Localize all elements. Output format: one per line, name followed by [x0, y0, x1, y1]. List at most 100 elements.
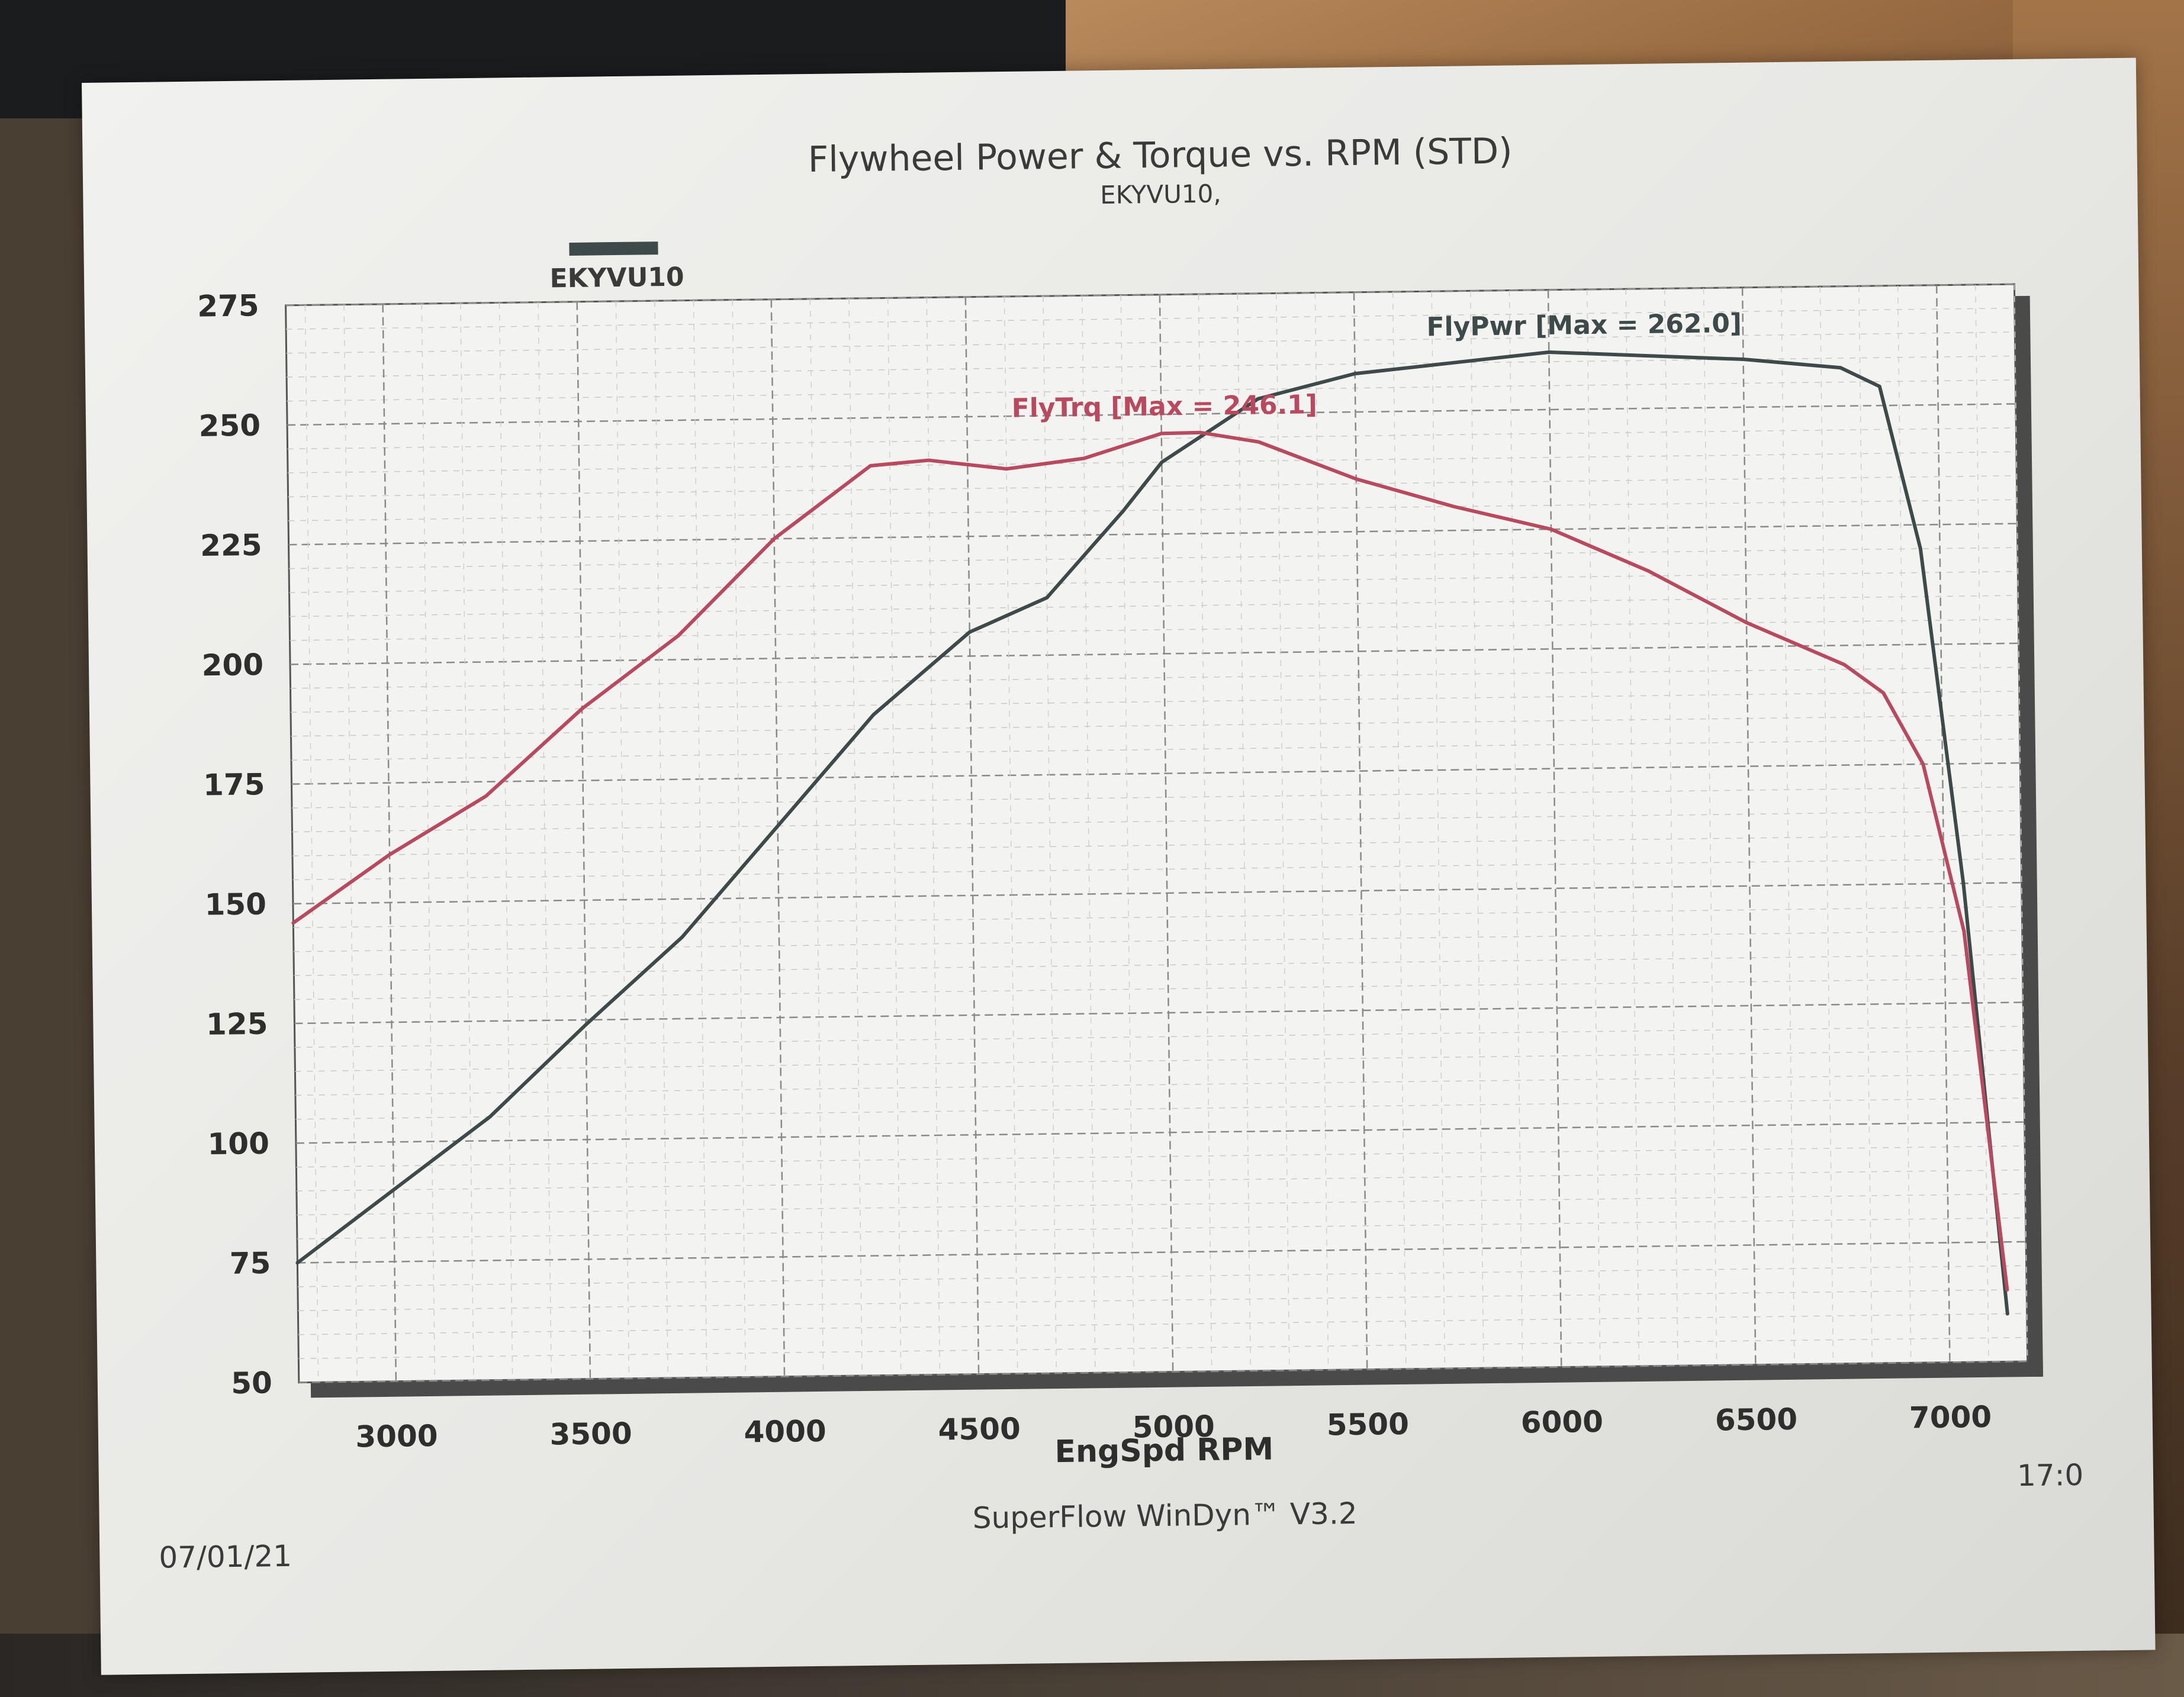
legend-swatch [569, 241, 658, 256]
grid-line-y [297, 1265, 2027, 1287]
grid-line-x [382, 304, 397, 1382]
grid-line-y [298, 1313, 2027, 1335]
plot-shadow-right [2014, 295, 2043, 1377]
x-tick-label: 5500 [1326, 1407, 1409, 1442]
grid-line-x [887, 298, 902, 1376]
grid-line-x [538, 302, 552, 1380]
grid-line-y [291, 786, 2021, 809]
legend-label: EKYVU10 [549, 262, 684, 294]
grid-line-y [285, 283, 2015, 307]
print-time: 17:0 [2017, 1458, 2084, 1493]
series-line-flytrq [291, 430, 2009, 1292]
grid-line-x [926, 297, 941, 1375]
grid-line-x [1547, 289, 1562, 1367]
x-axis-label: EngSpd RPM [1054, 1432, 1273, 1470]
grid-line-x [1470, 291, 1484, 1368]
grid-line-y [296, 1169, 2025, 1192]
grid-line-y [294, 1026, 2024, 1048]
grid-line-x [1819, 286, 1834, 1364]
grid-line-x [1276, 293, 1290, 1371]
grid-line-y [297, 1241, 2027, 1264]
grid-line-y [295, 1049, 2024, 1072]
y-tick-label: 250 [198, 408, 260, 443]
grid-line-y [289, 547, 2018, 569]
y-tick-label: 50 [231, 1366, 272, 1400]
grid-line-x [1586, 289, 1601, 1367]
grid-line-y [288, 451, 2016, 474]
grid-line-y [287, 403, 2016, 426]
chart-title: Flywheel Power & Torque vs. RPM (STD) [808, 130, 1513, 181]
grid-line-y [295, 1121, 2025, 1144]
grid-line-x [1003, 296, 1018, 1374]
grid-line-y [292, 834, 2021, 856]
x-tick-label: 6000 [1520, 1405, 1603, 1440]
grid-line-y [288, 499, 2017, 521]
grid-line-x [1431, 291, 1446, 1369]
grid-line-y [292, 810, 2021, 833]
grid-line-y [298, 1289, 2027, 1312]
grid-line-x [809, 298, 824, 1376]
grid-line-x [1237, 294, 1252, 1371]
grid-line-y [295, 1097, 2025, 1120]
grid-line-y [295, 1073, 2024, 1096]
plot-area [285, 283, 2029, 1384]
plot-shadow-bottom [310, 1361, 2043, 1398]
grid-line-y [298, 1360, 2028, 1383]
grid-lines [285, 283, 2028, 1383]
grid-line-x [693, 300, 707, 1378]
grid-line-y [286, 307, 2015, 330]
grid-line-x [1159, 294, 1174, 1372]
grid-line-y [293, 906, 2022, 929]
grid-line-x [1625, 289, 1640, 1367]
grid-line-x [1741, 287, 1757, 1365]
grid-line-x [421, 304, 436, 1381]
grid-line-y [291, 690, 2019, 713]
annotation-flypwr: FlyPwr [Max = 262.0] [1426, 308, 1742, 343]
grid-line-y [287, 379, 2016, 402]
x-tick-label: 5000 [1132, 1409, 1215, 1445]
grid-line-y [290, 642, 2019, 665]
series-annotations: FlyPwr [Max = 262.0] FlyTrq [Max = 246.1] [1011, 308, 1742, 424]
grid-line-x [576, 301, 591, 1379]
grid-line-x [1314, 292, 1329, 1370]
grid-line-x [654, 301, 668, 1379]
series-line-flypwr [295, 350, 2009, 1316]
chart-subtitle: EKYVU10, [1100, 179, 1221, 210]
print-date: 07/01/21 [159, 1539, 292, 1575]
grid-line-y [287, 355, 2015, 378]
x-tick-label: 7000 [1909, 1400, 1992, 1435]
grid-line-y [290, 595, 2018, 617]
grid-line-x [1043, 296, 1057, 1374]
y-tick-label: 225 [200, 528, 262, 563]
y-tick-label: 200 [201, 648, 263, 682]
grid-line-x [732, 300, 747, 1377]
grid-line-x [2013, 284, 2028, 1362]
grid-line-x [304, 305, 319, 1383]
grid-line-y [288, 523, 2018, 546]
grid-line-x [1120, 295, 1135, 1373]
grid-line-y [288, 475, 2017, 498]
grid-line-y [298, 1337, 2028, 1359]
x-tick-label: 3500 [549, 1416, 632, 1452]
x-axis-ticks: 3000 3500 4000 4500 5000 5500 6000 6500 7000 [355, 1400, 1992, 1454]
grid-line-x [498, 302, 513, 1380]
grid-line-x [1081, 295, 1096, 1373]
grid-line-x [1935, 285, 1951, 1363]
grid-line-y [293, 930, 2022, 952]
grid-line-x [615, 301, 630, 1379]
grid-line-x [848, 298, 863, 1376]
grid-line-y [294, 954, 2023, 976]
y-tick-label: 125 [206, 1007, 268, 1042]
dyno-chart: Flywheel Power & Torque vs. RPM (STD) EK… [159, 130, 2084, 1575]
grid-line-x [1508, 290, 1523, 1368]
grid-line-y [286, 331, 2015, 354]
x-tick-label: 4000 [744, 1414, 826, 1450]
grid-line-x [1858, 286, 1873, 1364]
annotation-flytrq: FlyTrq [Max = 246.1] [1011, 389, 1317, 423]
grid-line-y [289, 571, 2018, 593]
grid-line-x [1353, 292, 1368, 1370]
grid-line-y [291, 714, 2020, 737]
y-tick-label: 175 [203, 767, 265, 802]
dyno-printout: Flywheel Power & Torque vs. RPM (STD) EK… [82, 57, 2156, 1675]
grid-line-x [770, 299, 786, 1377]
